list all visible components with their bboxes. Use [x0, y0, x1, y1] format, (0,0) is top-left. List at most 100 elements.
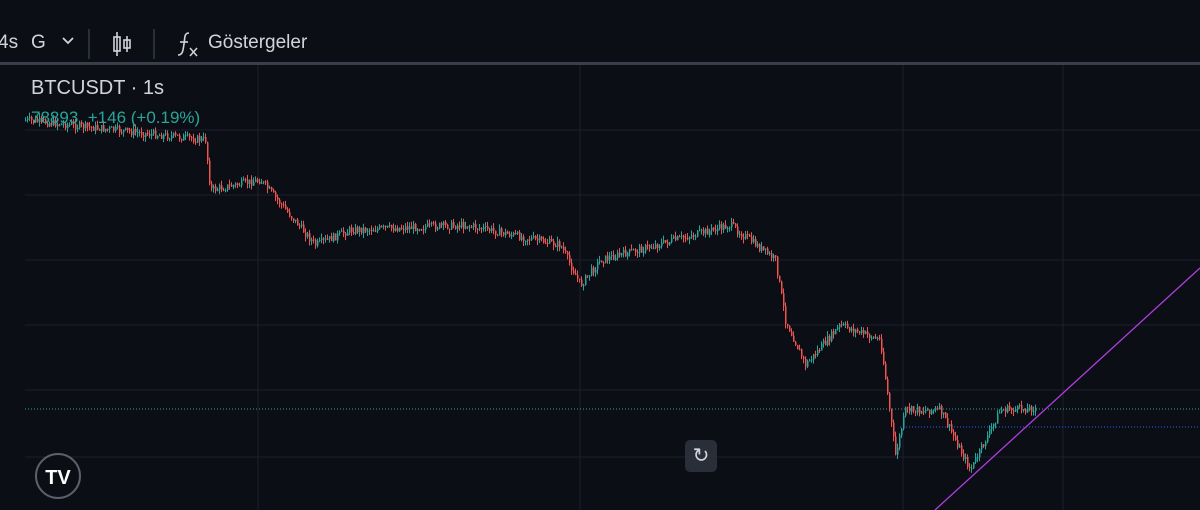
candle	[251, 179, 253, 186]
candle	[29, 117, 31, 119]
candle	[621, 253, 623, 256]
candle	[83, 123, 85, 129]
candle	[665, 240, 667, 243]
candle	[855, 329, 857, 333]
candle	[795, 341, 797, 346]
chevron-down-icon[interactable]	[60, 30, 76, 56]
candle	[169, 138, 171, 140]
interval-unit[interactable]: G	[31, 32, 46, 53]
candle	[793, 335, 795, 342]
candle	[117, 126, 119, 128]
indicators-button[interactable]: Göstergeler	[208, 32, 308, 53]
candle	[613, 255, 615, 260]
candle	[607, 255, 609, 261]
candle	[623, 249, 625, 254]
candle	[249, 179, 251, 184]
candle	[231, 184, 233, 187]
candle	[279, 199, 281, 204]
candle	[413, 224, 415, 229]
candle	[159, 135, 161, 137]
candle	[215, 186, 217, 191]
candle	[285, 205, 287, 210]
candle	[447, 224, 449, 229]
candle	[805, 358, 807, 367]
candle	[771, 253, 773, 258]
candle	[773, 255, 775, 258]
candle	[423, 229, 425, 231]
reset-rotate-icon[interactable]: ↻	[685, 440, 717, 472]
candle	[427, 223, 429, 227]
candle	[157, 136, 159, 139]
candle	[181, 139, 183, 141]
candle	[669, 242, 671, 245]
candle	[361, 227, 363, 234]
candle	[803, 356, 805, 359]
candle	[125, 127, 127, 130]
candle	[899, 435, 901, 448]
candle	[451, 222, 453, 230]
candle	[331, 236, 333, 242]
candle	[1021, 405, 1023, 411]
candles-icon[interactable]	[110, 30, 134, 64]
candle	[953, 431, 955, 436]
candle	[671, 238, 673, 243]
candle	[263, 181, 265, 183]
candle	[411, 226, 413, 229]
candle	[307, 233, 309, 237]
candle	[227, 184, 229, 191]
candle	[777, 256, 779, 276]
candle	[975, 457, 977, 463]
candle	[837, 327, 839, 330]
candle	[419, 229, 421, 231]
candle	[943, 412, 945, 415]
candle	[927, 409, 929, 411]
candle	[747, 234, 749, 236]
candle	[493, 227, 495, 231]
candle	[625, 249, 627, 257]
candle	[377, 228, 379, 232]
candle	[155, 130, 157, 139]
top-toolbar: 4s G Göstergeler	[0, 0, 1200, 65]
candle	[593, 267, 595, 273]
candle	[873, 336, 875, 338]
candle	[615, 257, 617, 260]
candle	[925, 409, 927, 412]
candle	[937, 408, 939, 410]
candle	[809, 360, 811, 362]
candle	[133, 128, 135, 136]
tradingview-logo[interactable]: TV	[35, 453, 81, 499]
candle	[655, 244, 657, 248]
candle	[631, 249, 633, 251]
candle	[517, 232, 519, 234]
candle	[933, 409, 935, 411]
candle	[729, 227, 731, 229]
candle	[951, 424, 953, 432]
candle	[481, 227, 483, 229]
candle	[69, 124, 71, 126]
candle	[485, 226, 487, 228]
candle	[59, 124, 61, 126]
fx-icon[interactable]	[175, 30, 201, 64]
candle	[347, 232, 349, 236]
candle	[1023, 409, 1025, 411]
candle	[645, 245, 647, 252]
candle	[289, 211, 291, 217]
candle	[197, 135, 199, 143]
candle	[935, 408, 937, 410]
candle	[367, 230, 369, 232]
symbol-title[interactable]: BTCUSDT · 1s	[31, 77, 164, 99]
candle	[859, 331, 861, 334]
candle	[597, 261, 599, 270]
last-price: 78893	[31, 108, 79, 127]
candle	[995, 423, 997, 425]
candle	[145, 132, 147, 138]
candle	[799, 349, 801, 351]
candle	[693, 235, 695, 237]
price-chart[interactable]	[0, 65, 1200, 510]
candle	[921, 411, 923, 414]
candle	[213, 186, 215, 189]
candle	[415, 224, 417, 232]
candle	[187, 134, 189, 136]
candle	[553, 241, 555, 246]
interval-button[interactable]: 4s	[0, 32, 19, 53]
